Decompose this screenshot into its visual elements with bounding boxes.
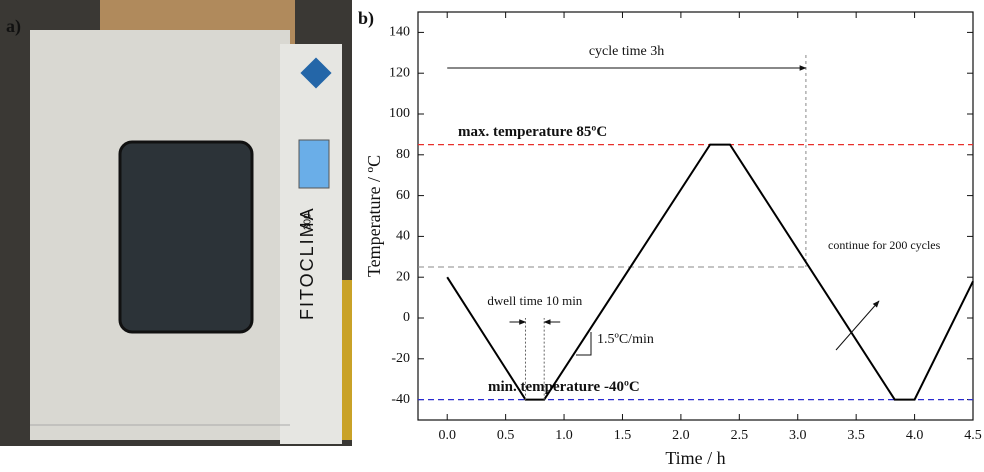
display [298, 139, 330, 189]
x-tick-label: 2.5 [731, 428, 749, 443]
photo: FITOCLIMA 300 [0, 0, 352, 446]
control-column [280, 44, 342, 444]
panel-label: b) [358, 8, 374, 29]
annotation: cycle time 3h [589, 44, 664, 59]
y-tick-label: -40 [391, 392, 410, 407]
x-tick-label: 1.0 [555, 428, 573, 443]
y-tick-label: 0 [403, 310, 410, 325]
panel-label: a) [6, 16, 21, 37]
y-tick-label: 20 [396, 269, 410, 284]
chart: 0.0 0.5 1.0 1.5 2.0 2.5 3.0 3.5 4.0 4.5 -40 -20 0 20 4… [364, 11, 982, 468]
data-line [446, 143, 974, 401]
y-tick-label: 120 [389, 65, 410, 80]
logo [300, 57, 332, 89]
annotation: 1.5ºC/min [597, 332, 654, 347]
slope-triangle [576, 332, 592, 356]
x-tick-label: 0.0 [438, 428, 456, 443]
y-tick-label: 100 [389, 106, 410, 121]
y-tick-label: 40 [396, 229, 410, 244]
reference-label: max. temperature 85ºC [458, 124, 607, 140]
model: 300 [303, 213, 314, 230]
y-tick-label: 140 [389, 25, 410, 40]
x-tick-label: 1.5 [614, 428, 632, 443]
annotation: continue for 200 cycles [828, 238, 941, 252]
plot-frame [417, 11, 974, 421]
x-tick-label: 4.5 [964, 428, 982, 443]
y-tick-label: 60 [396, 188, 410, 203]
y-tick-label: 80 [396, 147, 410, 162]
x-tick-label: 3.5 [847, 428, 865, 443]
y-tick-label: -20 [391, 351, 410, 366]
x-axis-label: Time / h [665, 448, 725, 468]
reference-label: min. temperature -40ºC [488, 379, 640, 395]
brand: FITOCLIMA [297, 206, 317, 320]
continue-arrow [835, 300, 880, 351]
annotation: dwell time 10 min [487, 293, 582, 308]
x-tick-label: 4.0 [906, 428, 924, 443]
y-axis-label: Temperature / ºC [364, 155, 384, 277]
x-tick-label: 2.0 [672, 428, 690, 443]
window [118, 140, 254, 334]
x-tick-label: 3.0 [789, 428, 807, 443]
x-tick-label: 0.5 [497, 428, 515, 443]
